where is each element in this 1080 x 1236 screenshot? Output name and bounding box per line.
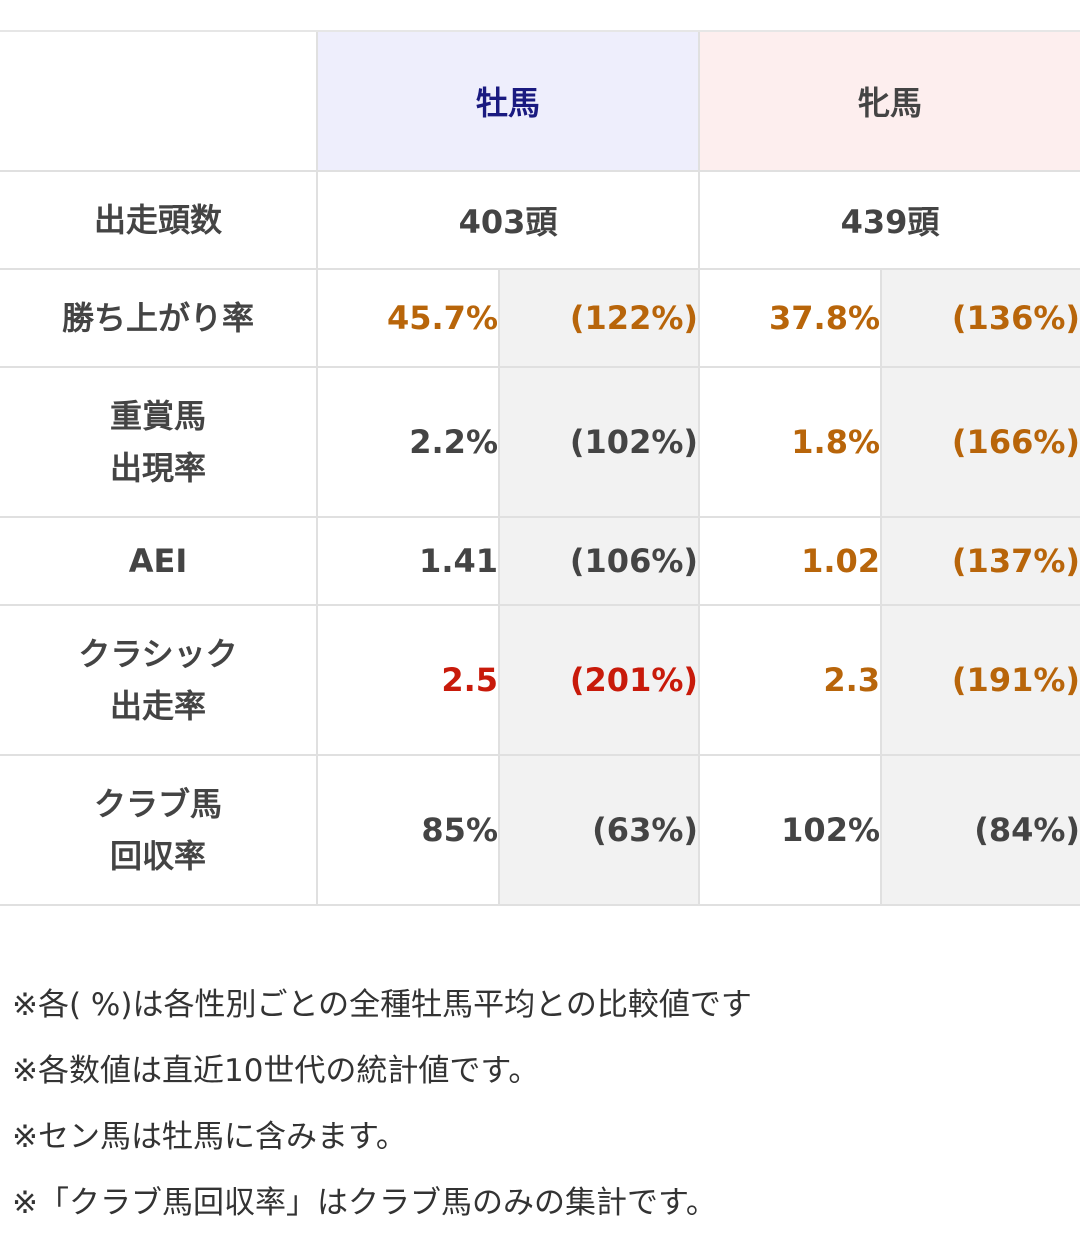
female-value: 102% <box>698 754 883 906</box>
male-value: 2.5 <box>316 604 500 756</box>
male-count: 403頭 <box>315 170 701 270</box>
female-compare: (84%) <box>880 754 1080 906</box>
stat-row-club-horse-return-rate: クラブ馬 回収率 85% (63%) 102% (84%) <box>0 754 1080 906</box>
stat-row-classic-entry-rate: クラシック 出走率 2.5 (201%) 2.3 (191%) <box>0 604 1080 756</box>
row-label-line: AEI <box>128 542 188 580</box>
footnote: ※セン馬は牡馬に含みます。 <box>12 1119 407 1155</box>
footnote: ※「クラブ馬回収率」はクラブ馬のみの集計です。 <box>12 1185 717 1221</box>
header-female: 牝馬 <box>698 32 1080 172</box>
female-value: 1.8% <box>698 366 883 518</box>
male-value: 85% <box>316 754 500 906</box>
header-male: 牡馬 <box>315 32 701 172</box>
row-label: クラシック 出走率 <box>0 604 318 756</box>
male-value: 45.7% <box>316 268 500 368</box>
stat-row-aei: AEI 1.41 (106%) 1.02 (137%) <box>0 516 1080 606</box>
sire-stats-table: 牡馬 牝馬 出走頭数 403頭 439頭 勝ち上がり率 45.7% (122%)… <box>0 32 1080 906</box>
female-value: 2.3 <box>698 604 883 756</box>
stat-row-graded-winner-rate: 重賞馬 出現率 2.2% (102%) 1.8% (166%) <box>0 366 1080 518</box>
female-value: 37.8% <box>698 268 883 368</box>
female-value: 1.02 <box>698 516 883 606</box>
male-value: 2.2% <box>316 366 500 518</box>
male-compare: (106%) <box>497 516 701 606</box>
top-divider <box>0 30 1080 32</box>
male-compare: (102%) <box>497 366 701 518</box>
row-label-line: 回収率 <box>109 837 206 875</box>
footnote: ※各数値は直近10世代の統計値です。 <box>12 1053 540 1089</box>
male-value: 1.41 <box>316 516 500 606</box>
row-label-line: 出現率 <box>109 449 206 487</box>
row-label: 重賞馬 出現率 <box>0 366 318 518</box>
count-row: 出走頭数 403頭 439頭 <box>0 170 1080 270</box>
row-label-line: クラブ馬 <box>93 785 222 823</box>
female-compare: (166%) <box>880 366 1080 518</box>
row-label-line: 勝ち上がり率 <box>61 299 254 337</box>
male-compare: (201%) <box>497 604 701 756</box>
footnotes: ※各( %)は各性別ごとの全種牡馬平均との比較値です ※各数値は直近10世代の統… <box>12 972 1072 1236</box>
header-row: 牡馬 牝馬 <box>0 32 1080 172</box>
row-label: 勝ち上がり率 <box>0 268 318 368</box>
female-compare: (136%) <box>880 268 1080 368</box>
male-compare: (122%) <box>497 268 701 368</box>
row-label: クラブ馬 回収率 <box>0 754 318 906</box>
header-corner-cell <box>0 32 318 172</box>
female-compare: (191%) <box>880 604 1080 756</box>
stat-row-win-rate: 勝ち上がり率 45.7% (122%) 37.8% (136%) <box>0 268 1080 368</box>
row-label-line: 重賞馬 <box>109 397 206 435</box>
row-label: 出走頭数 <box>0 170 318 270</box>
row-label-line: クラシック <box>78 635 238 673</box>
row-label-line: 出走率 <box>109 687 206 725</box>
footnote: ※各( %)は各性別ごとの全種牡馬平均との比較値です <box>12 987 752 1023</box>
male-compare: (63%) <box>497 754 701 906</box>
row-label: AEI <box>0 516 318 606</box>
female-count: 439頭 <box>698 170 1080 270</box>
female-compare: (137%) <box>880 516 1080 606</box>
